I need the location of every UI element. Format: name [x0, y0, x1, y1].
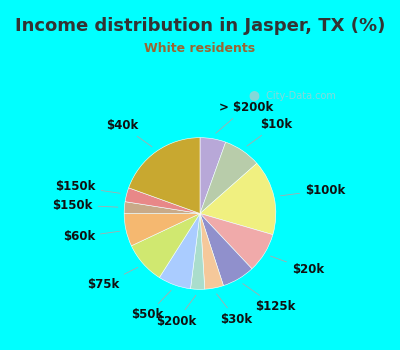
Wedge shape — [129, 138, 200, 214]
Wedge shape — [200, 214, 273, 269]
Wedge shape — [124, 202, 200, 214]
Text: White residents: White residents — [144, 42, 256, 55]
Text: $10k: $10k — [247, 118, 293, 146]
Wedge shape — [159, 214, 200, 289]
Text: $150k: $150k — [52, 198, 118, 211]
Text: $50k: $50k — [131, 290, 171, 321]
Wedge shape — [200, 214, 252, 286]
Text: $100k: $100k — [280, 183, 345, 196]
Text: $40k: $40k — [106, 119, 152, 147]
Text: ⬤  City-Data.com: ⬤ City-Data.com — [248, 91, 336, 101]
Text: $30k: $30k — [217, 294, 252, 326]
Wedge shape — [200, 163, 276, 235]
Text: Income distribution in Jasper, TX (%): Income distribution in Jasper, TX (%) — [15, 17, 385, 35]
Text: $150k: $150k — [55, 180, 120, 193]
Text: $75k: $75k — [87, 267, 138, 291]
Wedge shape — [190, 214, 205, 289]
Text: $200k: $200k — [156, 295, 197, 328]
Wedge shape — [200, 138, 226, 214]
Text: > $200k: > $200k — [216, 101, 273, 133]
Text: $20k: $20k — [270, 256, 324, 276]
Wedge shape — [131, 214, 200, 278]
Wedge shape — [125, 188, 200, 214]
Wedge shape — [200, 214, 224, 289]
Text: $125k: $125k — [243, 284, 295, 313]
Wedge shape — [200, 142, 257, 214]
Text: $60k: $60k — [63, 231, 120, 244]
Wedge shape — [124, 214, 200, 246]
